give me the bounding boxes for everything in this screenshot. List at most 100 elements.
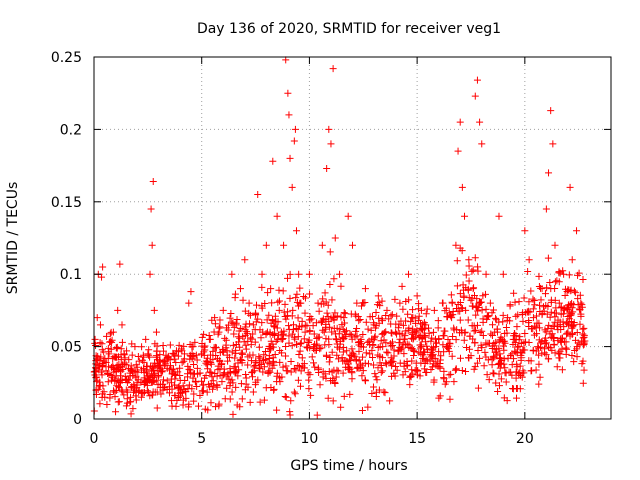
data-point: [460, 336, 468, 344]
data-point: [390, 346, 398, 354]
data-point: [537, 296, 545, 304]
data-point: [159, 386, 167, 394]
data-point: [304, 338, 312, 346]
data-point: [355, 317, 363, 325]
data-point: [332, 336, 340, 344]
data-point: [271, 323, 279, 331]
data-point: [281, 393, 289, 401]
data-point: [513, 323, 521, 331]
data-point: [153, 347, 161, 355]
data-point: [462, 367, 470, 375]
data-point: [127, 410, 135, 418]
data-point: [96, 400, 104, 408]
data-point: [380, 388, 388, 396]
data-point: [456, 316, 464, 324]
data-point: [308, 315, 316, 323]
data-point: [406, 381, 414, 389]
y-axis-label: SRMTID / TECUs: [5, 182, 21, 295]
data-point: [464, 316, 472, 324]
data-point: [423, 305, 431, 313]
data-point: [91, 335, 99, 343]
data-point: [155, 372, 163, 380]
data-point: [444, 336, 452, 344]
data-point: [512, 394, 520, 402]
data-point: [109, 328, 117, 336]
data-point: [468, 302, 476, 310]
data-point: [111, 388, 119, 396]
data-point: [371, 334, 379, 342]
data-point: [149, 377, 157, 385]
data-point: [318, 318, 326, 326]
data-point: [167, 397, 175, 405]
data-point: [278, 349, 286, 357]
data-point: [576, 320, 584, 328]
data-point: [117, 376, 125, 384]
data-point: [130, 381, 138, 389]
data-point: [288, 183, 296, 191]
data-point: [257, 334, 265, 342]
data-point: [295, 363, 303, 371]
data-point: [209, 385, 217, 393]
data-point: [560, 323, 568, 331]
data-point: [274, 298, 282, 306]
data-point: [573, 227, 581, 235]
data-point: [316, 345, 324, 353]
data-point: [567, 286, 575, 294]
data-point: [542, 351, 550, 359]
data-point: [384, 349, 392, 357]
data-point: [242, 341, 250, 349]
data-point: [521, 227, 529, 235]
data-point: [450, 324, 458, 332]
data-point: [106, 394, 114, 402]
data-point: [264, 289, 272, 297]
data-point: [510, 289, 518, 297]
data-point: [469, 266, 477, 274]
data-point: [456, 118, 464, 126]
data-point: [417, 359, 425, 367]
data-point: [409, 335, 417, 343]
data-point: [285, 339, 293, 347]
data-point: [500, 394, 508, 402]
data-point: [249, 388, 257, 396]
data-point: [142, 377, 150, 385]
data-point: [291, 125, 299, 133]
data-point: [268, 299, 276, 307]
data-point: [521, 330, 529, 338]
data-point: [242, 371, 250, 379]
data-point: [568, 352, 576, 360]
data-point: [297, 367, 305, 375]
data-point: [495, 360, 503, 368]
data-point: [318, 241, 326, 249]
data-point: [456, 290, 464, 298]
data-point: [321, 341, 329, 349]
data-point: [473, 76, 481, 84]
data-point: [439, 341, 447, 349]
data-point: [580, 333, 588, 341]
data-point: [359, 330, 367, 338]
data-point: [446, 395, 454, 403]
data-point: [172, 372, 180, 380]
data-point: [273, 372, 281, 380]
data-point: [306, 371, 314, 379]
data-point: [389, 338, 397, 346]
data-point: [294, 314, 302, 322]
data-point: [350, 351, 358, 359]
data-point: [527, 367, 535, 375]
data-point: [519, 317, 527, 325]
data-point: [108, 336, 116, 344]
data-point: [95, 366, 103, 374]
data-point: [190, 397, 198, 405]
data-point: [340, 344, 348, 352]
data-point: [118, 338, 126, 346]
data-point: [356, 315, 364, 323]
data-point: [405, 296, 413, 304]
data-point: [296, 347, 304, 355]
data-point: [107, 372, 115, 380]
data-point: [517, 356, 525, 364]
data-point: [551, 349, 559, 357]
data-point: [236, 285, 244, 293]
data-point: [348, 335, 356, 343]
data-point: [233, 315, 241, 323]
data-point: [176, 364, 184, 372]
data-point: [205, 380, 213, 388]
